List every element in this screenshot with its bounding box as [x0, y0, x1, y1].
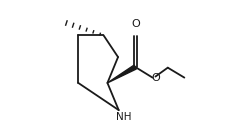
Text: NH: NH: [116, 112, 131, 122]
Polygon shape: [107, 65, 136, 83]
Text: O: O: [131, 19, 140, 29]
Text: O: O: [152, 73, 161, 83]
